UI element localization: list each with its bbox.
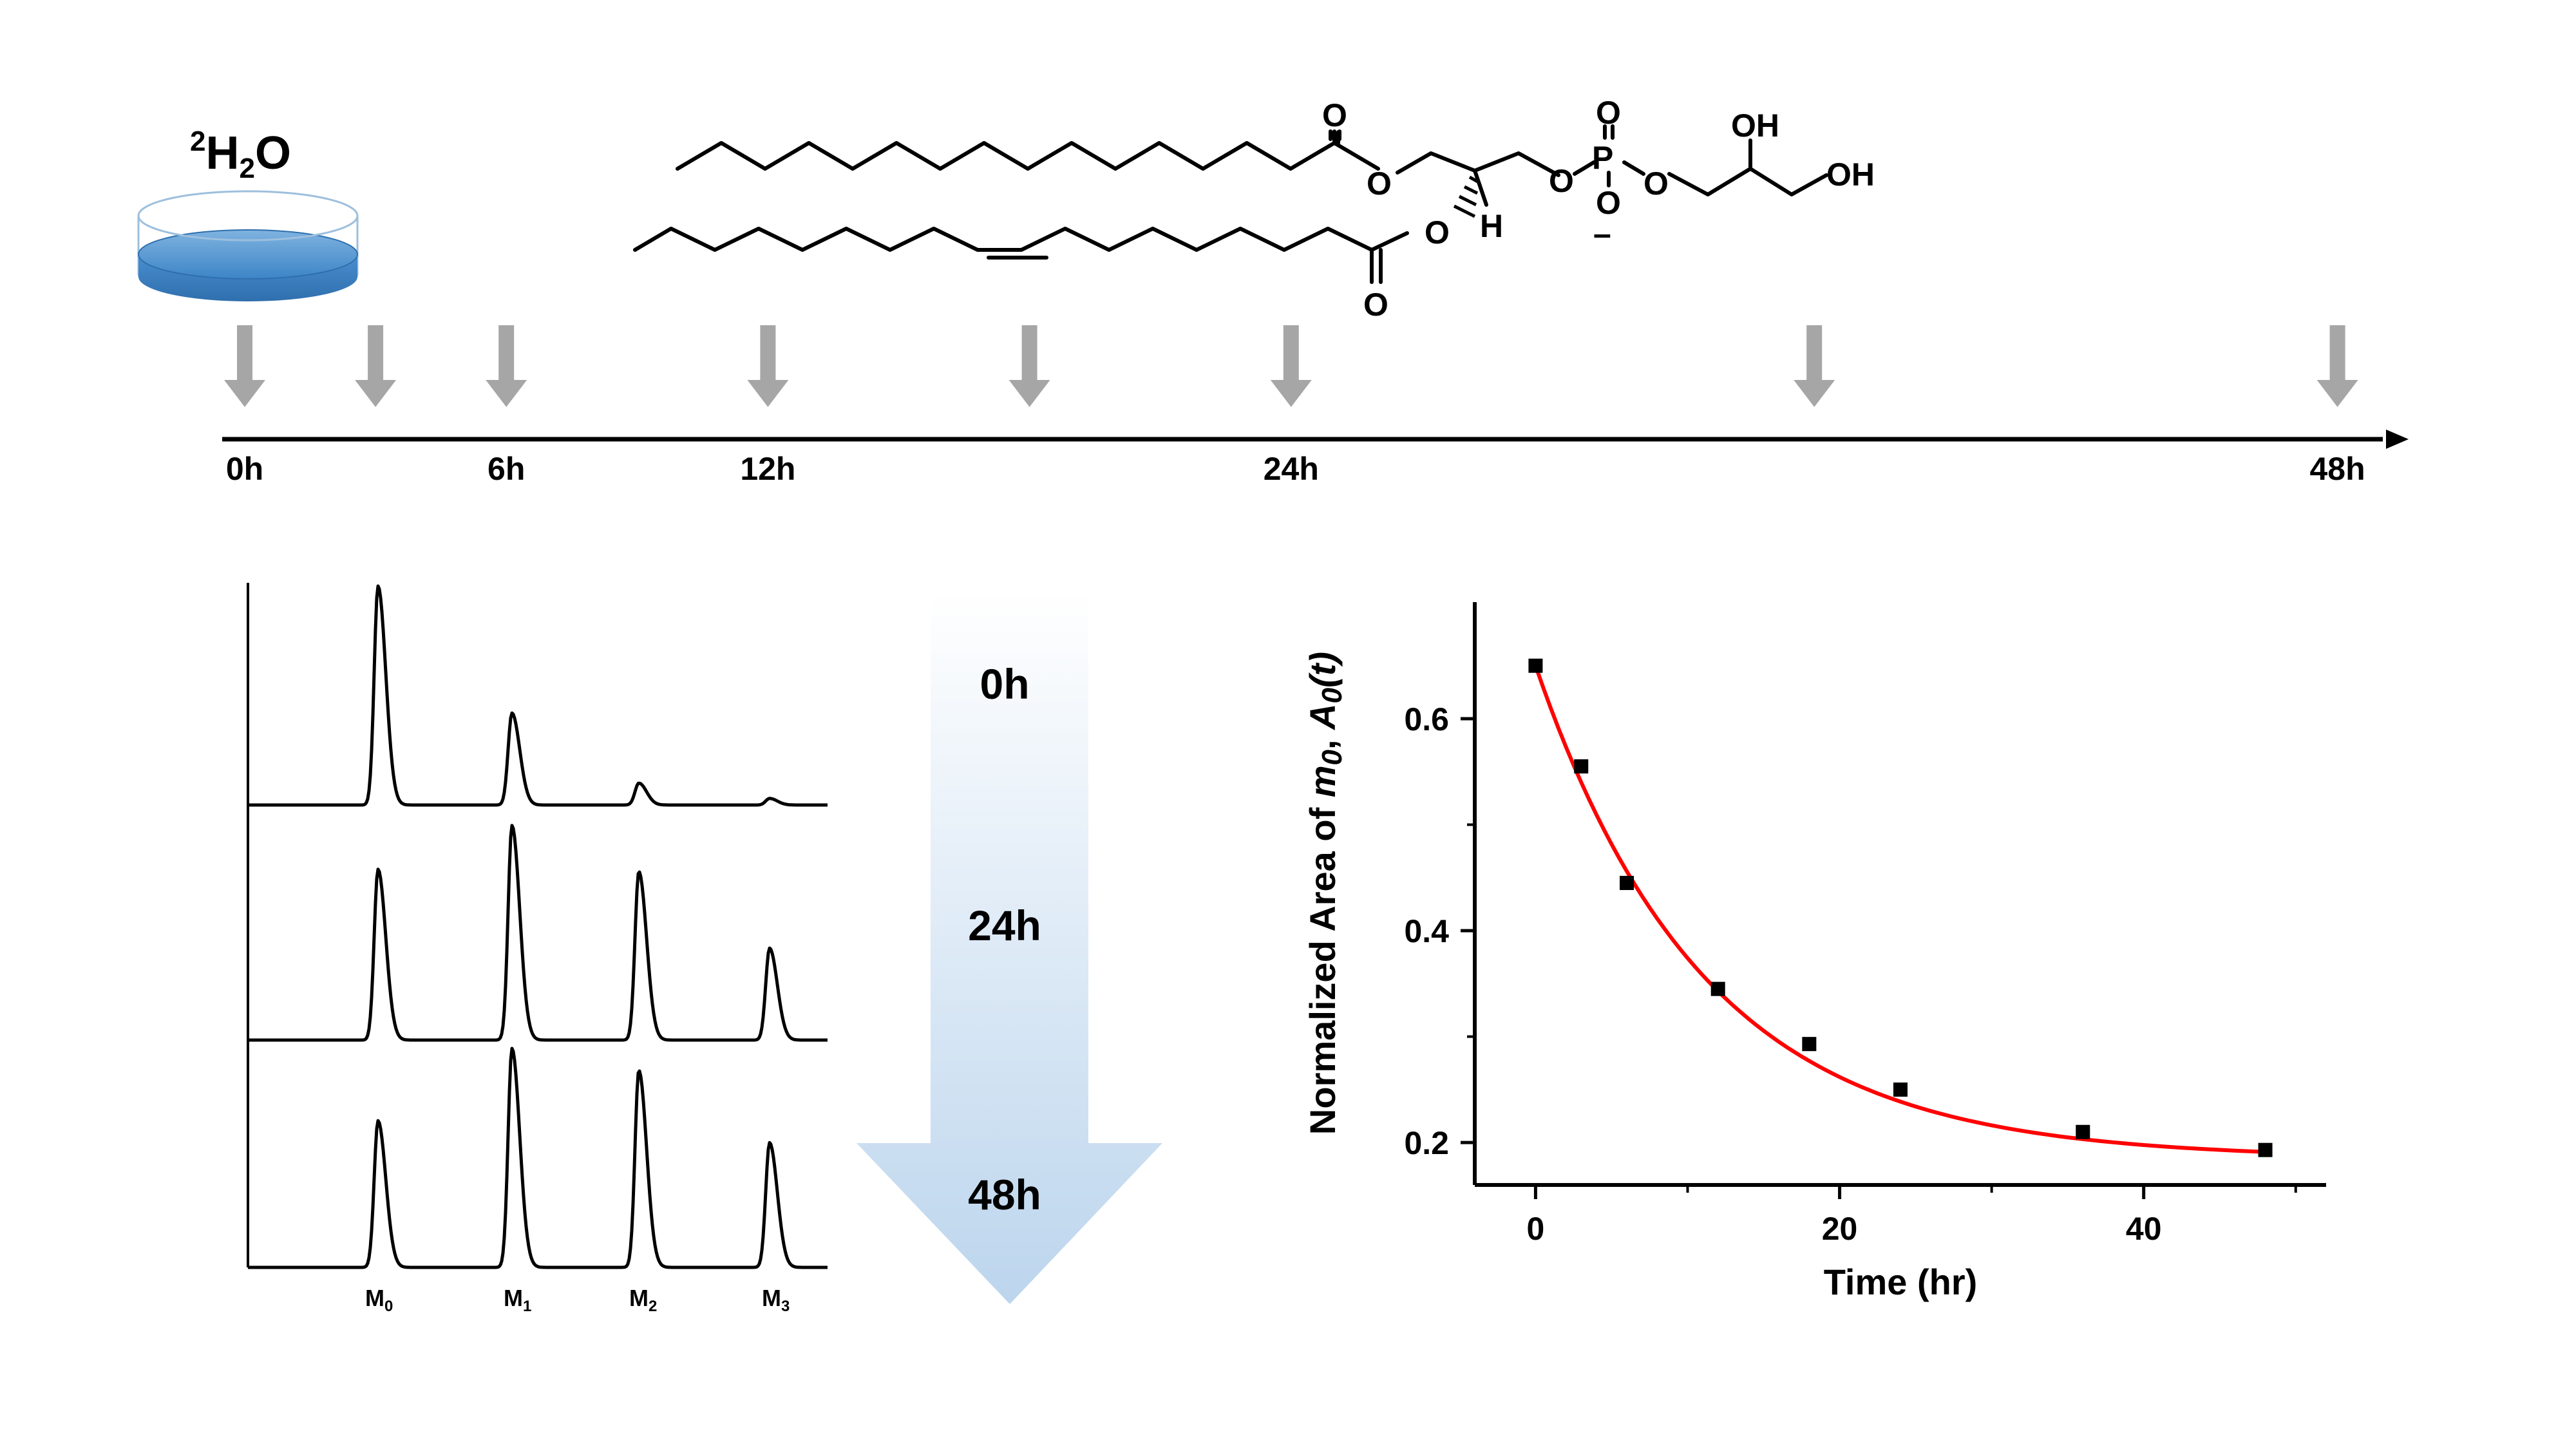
- atom-o: O: [1322, 97, 1347, 133]
- spectrum-trace-24h: [247, 824, 828, 1042]
- arrow-label-48h: 48h: [968, 1171, 1041, 1218]
- atom-o: O: [1363, 287, 1388, 323]
- lipid-structure: O O H O O P O O – O OH OH: [633, 95, 1875, 323]
- arrow-label-24h: 24h: [968, 902, 1041, 949]
- atom-o: O: [1367, 166, 1392, 202]
- reagent-label: 2H2O: [190, 126, 291, 184]
- chart-points: [1528, 658, 2273, 1157]
- mass-spectra-panel: M0 M1 M2 M3: [247, 583, 828, 1315]
- timeline-label: 0h: [226, 451, 263, 487]
- x-tick-label: 20: [1822, 1211, 1858, 1247]
- sn2-acyl-chain: [633, 227, 1409, 252]
- x-tick-label: 0: [1527, 1211, 1545, 1247]
- decay-chart: 0 20 40 0.2 0.4 0.6 Time (hr) Normalized Area…: [1302, 602, 2326, 1302]
- data-point: [1710, 981, 1725, 996]
- peak-label-m1: M1: [504, 1285, 531, 1315]
- sampling-down-arrow-icon: [486, 325, 527, 407]
- y-tick-label: 0.4: [1404, 913, 1449, 949]
- data-point: [1802, 1037, 1817, 1052]
- data-point: [1893, 1082, 1908, 1097]
- peak-labels: M0 M1 M2 M3: [365, 1285, 790, 1315]
- atom-o: O: [1425, 214, 1450, 251]
- x-tick-label: 40: [2126, 1211, 2162, 1247]
- atom-o: O: [1549, 163, 1574, 199]
- reagent-h: H: [205, 128, 239, 179]
- atom-o: O: [1596, 95, 1621, 131]
- y-tick-label: 0.6: [1404, 701, 1449, 737]
- reagent-subscript: 2: [239, 153, 254, 184]
- spectrum-trace-48h: [247, 1046, 828, 1269]
- timeline-label: 6h: [488, 451, 525, 487]
- sampling-down-arrow-icon: [1009, 325, 1050, 407]
- reagent-o: O: [255, 128, 291, 179]
- data-point: [2076, 1124, 2090, 1139]
- sn1-acyl-chain: [676, 141, 1336, 171]
- atom-h: H: [1480, 208, 1503, 244]
- charge-minus: –: [1593, 216, 1611, 252]
- atom-oh: OH: [1731, 108, 1779, 144]
- data-point: [1528, 658, 1543, 673]
- down-arrow-icon: [857, 591, 1162, 1304]
- data-point: [1574, 759, 1589, 774]
- sampling-down-arrow-icon: [747, 325, 789, 407]
- peak-label-m2: M2: [629, 1285, 657, 1315]
- timeline-arrowhead: [2386, 430, 2409, 449]
- spectra-traces: [247, 584, 828, 1269]
- data-point: [2258, 1142, 2273, 1157]
- reagent-block: 2H2O: [137, 126, 359, 301]
- sampling-down-arrow-icon: [2316, 325, 2358, 407]
- sampling-down-arrow-icon: [1270, 325, 1312, 407]
- fit-curve: [1533, 665, 2266, 1154]
- atom-oh: OH: [1826, 156, 1875, 193]
- petri-dish-icon: [137, 190, 359, 301]
- sampling-arrows: [224, 325, 2358, 407]
- atom-p: P: [1592, 140, 1613, 176]
- timeline-labels: 0h 6h 12h 24h 48h: [226, 451, 2365, 487]
- sampling-down-arrow-icon: [355, 325, 397, 407]
- peak-label-m3: M3: [762, 1285, 790, 1315]
- arrow-label-0h: 0h: [980, 660, 1029, 708]
- spectrum-trace-0h: [247, 584, 828, 807]
- chart-ticks: 0 20 40 0.2 0.4 0.6: [1404, 701, 2297, 1247]
- timeline-label: 12h: [740, 451, 795, 487]
- timeline-label: 24h: [1264, 451, 1319, 487]
- sampling-down-arrow-icon: [1794, 325, 1835, 407]
- stereo-hashed-bond: [1453, 175, 1480, 218]
- timeline: 0h 6h 12h 24h 48h: [222, 325, 2409, 487]
- data-point: [1620, 876, 1634, 891]
- y-tick-label: 0.2: [1404, 1125, 1449, 1161]
- isotope-superscript: 2: [190, 126, 205, 157]
- time-progression-arrow: 0h 24h 48h: [857, 591, 1162, 1304]
- y-axis-label: Normalized Area of m0, A0(t): [1302, 652, 1348, 1135]
- sampling-down-arrow-icon: [224, 325, 265, 407]
- timeline-label: 48h: [2310, 451, 2365, 487]
- x-axis-label: Time (hr): [1824, 1262, 1978, 1302]
- peak-label-m0: M0: [365, 1285, 393, 1315]
- atom-o: O: [1596, 185, 1621, 221]
- atom-o: O: [1643, 166, 1669, 202]
